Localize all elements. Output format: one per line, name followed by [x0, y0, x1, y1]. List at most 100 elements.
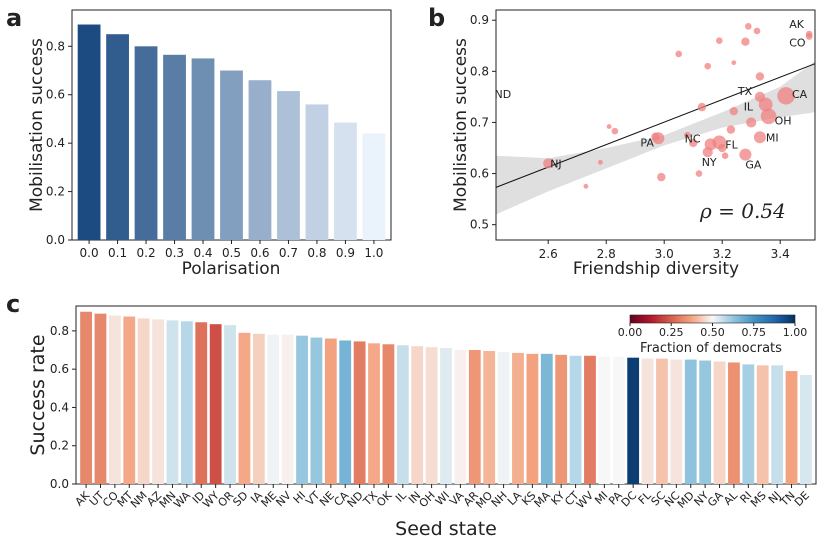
state-label-co: CO: [789, 37, 806, 50]
bar-state-nd: [353, 341, 366, 484]
x-tick-label: 2.8: [597, 247, 616, 261]
x-tick-label: MS: [748, 489, 769, 510]
bar-state-fl: [641, 358, 654, 484]
panel-c-letter: c: [6, 290, 20, 318]
data-point-ca: [777, 87, 795, 105]
bar-state-or: [224, 325, 236, 484]
data-point-ga: [739, 148, 752, 161]
state-label-ca: CA: [792, 88, 808, 101]
y-tick-label: 0.8: [50, 324, 69, 338]
bar-state-mn: [166, 320, 179, 484]
bar-state-nv: [281, 334, 294, 484]
data-point: [697, 102, 707, 112]
x-tick-label: DE: [792, 489, 812, 509]
bar-polarisation-0.3: [163, 54, 186, 240]
bar-state-sd: [238, 332, 251, 484]
data-point: [721, 152, 729, 159]
bar-state-ok: [382, 344, 395, 484]
data-point: [753, 27, 761, 35]
bar-state-ne: [324, 338, 337, 484]
bar-state-la: [512, 352, 524, 484]
y-tick-label: 0.2: [50, 439, 69, 453]
bar-state-va: [454, 350, 467, 484]
state-label-nc: NC: [685, 132, 701, 145]
data-point: [606, 124, 612, 129]
state-label-ny: NY: [702, 156, 717, 169]
x-tick-label: 0.8: [307, 246, 326, 260]
data-point: [731, 60, 737, 66]
data-point: [746, 117, 757, 128]
x-tick-label: 0.9: [336, 246, 355, 260]
colorbar-gradient: [629, 314, 796, 324]
data-point: [704, 62, 711, 70]
bar-state-az: [152, 319, 164, 484]
bar-state-sc: [656, 358, 668, 484]
y-tick-label: 0.8: [46, 39, 65, 53]
y-tick-label: 0.5: [470, 218, 489, 232]
data-point-oh: [760, 108, 777, 125]
data-point: [741, 37, 750, 46]
x-tick-label: OK: [374, 488, 395, 509]
bar-state-il: [396, 345, 409, 484]
data-point-co: [805, 33, 813, 40]
bar-polarisation-0.4: [191, 58, 215, 240]
y-tick-label: 0.6: [50, 362, 69, 376]
panel-b-letter: b: [428, 4, 445, 32]
x-tick-label: 0.0: [80, 246, 99, 260]
x-tick-label: 3.4: [771, 247, 790, 261]
bar-state-ia: [252, 333, 265, 484]
data-point: [657, 172, 666, 182]
state-label-ak: AK: [789, 18, 805, 31]
data-point: [745, 23, 752, 30]
data-point: [755, 72, 765, 81]
x-tick-label: SD: [230, 489, 250, 509]
bar-state-de: [800, 374, 812, 484]
colorbar-tick-label: 0.00: [618, 326, 643, 339]
state-label-nd: ND: [495, 88, 512, 101]
bar-polarisation-0.6: [248, 80, 272, 240]
x-tick-label: 0.1: [108, 246, 127, 260]
bar-state-md: [684, 359, 697, 484]
bar-state-nm: [137, 318, 150, 484]
state-label-mi: MI: [766, 131, 779, 144]
bar-state-al: [728, 362, 740, 484]
x-tick-label: 0.5: [222, 246, 241, 260]
bar-state-dc: [627, 357, 640, 484]
data-point: [675, 50, 682, 58]
data-point: [726, 125, 736, 134]
bar-state-id: [195, 322, 208, 484]
bar-state-ct: [569, 355, 582, 484]
x-tick-label: 2.6: [539, 247, 558, 261]
panel-b-frame: [495, 9, 816, 241]
data-point: [598, 159, 603, 165]
data-point-nj: [543, 158, 554, 169]
panel-a-xlabel: Polarisation: [182, 259, 281, 279]
bar-state-mi: [598, 356, 611, 484]
seed-state-bar-chart: 0.00.20.40.60.8 AKUTCOMTNMAZMNWAIDWYORSD…: [27, 305, 817, 540]
y-tick-label: 0.4: [50, 400, 69, 414]
x-tick-label: 3.2: [713, 247, 732, 261]
panel-c-ylabel: Success rate: [27, 334, 49, 455]
panel-a-ylabel: Mobilisation success: [27, 38, 47, 212]
bar-state-tx: [368, 343, 380, 484]
bar-state-oh: [425, 347, 438, 484]
state-label-oh: OH: [775, 114, 792, 127]
bar-state-mo: [483, 350, 496, 484]
y-tick-label: 0.6: [46, 88, 65, 102]
bar-state-ma: [540, 353, 553, 484]
y-tick-label: 0.4: [46, 136, 65, 150]
data-point: [729, 107, 738, 116]
bar-state-wy: [209, 324, 222, 484]
x-tick-label: NV: [273, 489, 294, 510]
state-label-pa: PA: [640, 136, 654, 149]
data-point: [684, 131, 691, 139]
correlation-annotation: ρ = 0.54: [699, 199, 786, 223]
bar-state-mt: [123, 316, 136, 484]
y-tick-label: 0.0: [46, 233, 65, 247]
bar-state-me: [267, 334, 280, 484]
state-label-ga: GA: [745, 159, 762, 172]
x-tick-label: 0.3: [165, 246, 184, 260]
bar-state-wv: [584, 355, 596, 484]
bar-state-in: [411, 346, 424, 484]
